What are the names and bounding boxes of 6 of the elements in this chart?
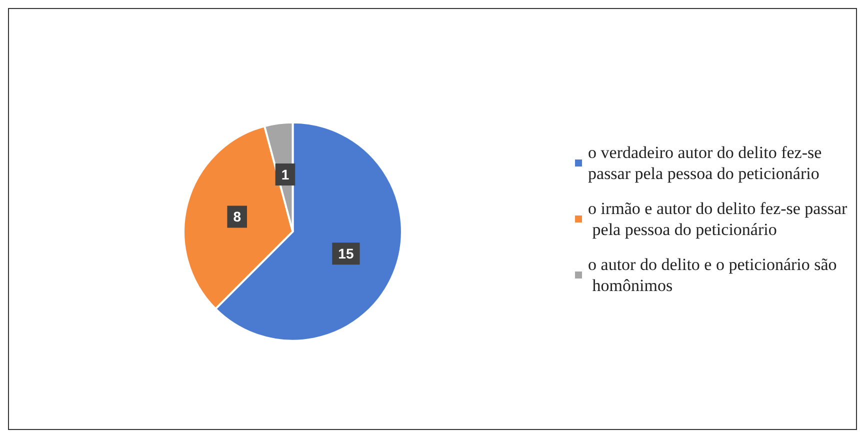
data-label: 1	[281, 166, 290, 182]
data-label: 8	[233, 208, 242, 225]
legend-label: o autor do delito e o peticionário são homônimos	[588, 255, 837, 295]
legend-label: o irmão e autor do delito fez-se passar pela pessoa do peticionário	[588, 199, 848, 239]
data-label: 15	[338, 246, 354, 262]
legend-label: o verdadeiro autor do delito fez-se passar pela pessoa do peticionário	[588, 143, 826, 183]
